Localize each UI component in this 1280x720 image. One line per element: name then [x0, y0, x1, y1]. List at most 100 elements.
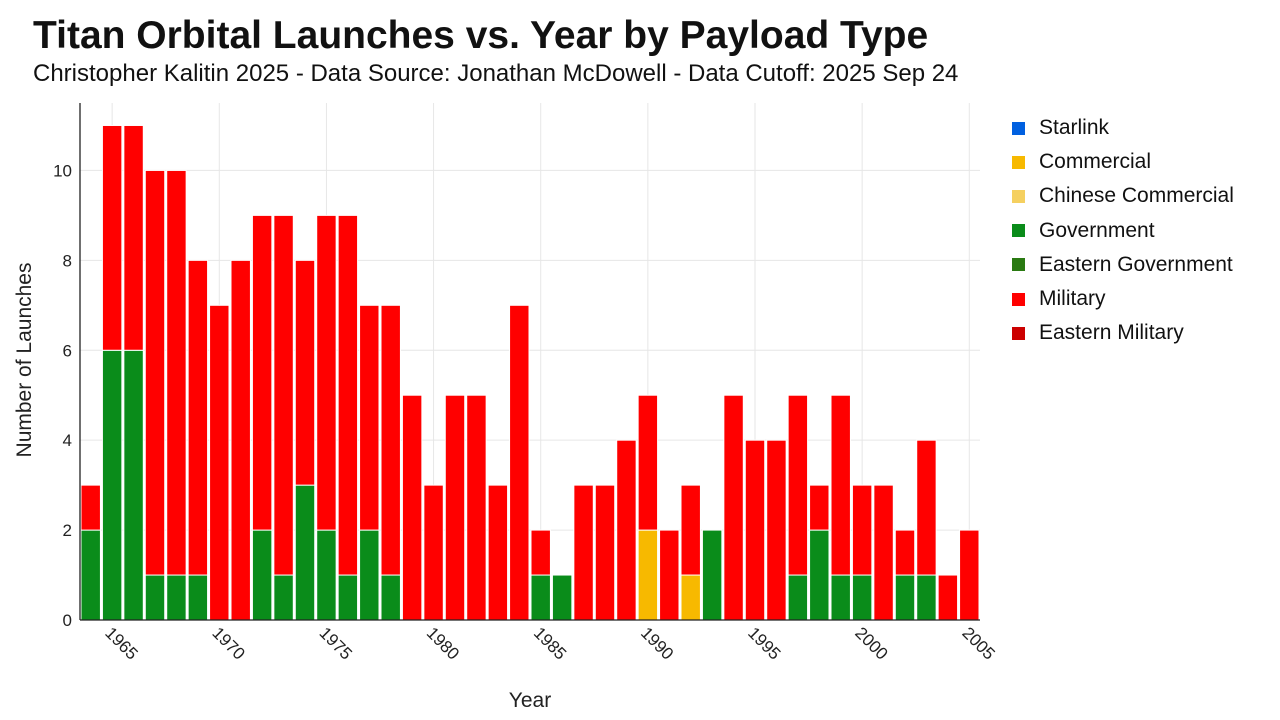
legend-swatch [1012, 189, 1025, 203]
y-tick-label: 0 [63, 611, 72, 630]
legend-item[interactable]: Commercial [1012, 145, 1234, 179]
bar-segment [294, 484, 316, 621]
bar-segment [123, 349, 144, 621]
bar-segment [166, 169, 187, 576]
bar-segment [830, 394, 851, 576]
legend-label: Eastern Military [1039, 321, 1184, 345]
legend-item[interactable]: Government [1012, 214, 1234, 248]
x-tick-label: 1985 [530, 623, 570, 663]
bar-segment [380, 304, 401, 576]
legend-item[interactable]: Eastern Military [1012, 316, 1234, 350]
bar-segment [594, 484, 616, 621]
bar-segment [230, 259, 251, 621]
bar-segment [337, 574, 359, 621]
bar-segment [830, 574, 851, 621]
x-tick-label: 2005 [958, 623, 998, 663]
x-tick-label: 1965 [101, 623, 141, 663]
bar-segment [487, 484, 509, 621]
bar-segment [316, 214, 337, 531]
bar-segment [551, 574, 573, 621]
bar-segment [894, 574, 916, 621]
bar-segment [916, 439, 937, 576]
bar-segment [273, 214, 294, 576]
legend-label: Military [1039, 287, 1106, 311]
bar-segment [937, 574, 959, 621]
bar-segment [316, 529, 337, 621]
y-tick-label: 2 [63, 521, 72, 540]
bar-segment [251, 529, 273, 621]
bar-segment [530, 574, 551, 621]
bar-segment [680, 484, 701, 576]
bar-segment [423, 484, 444, 621]
bar-segment [101, 349, 123, 621]
chart-subtitle: Christopher Kalitin 2025 - Data Source: … [33, 60, 959, 87]
x-tick-label: 1990 [637, 623, 677, 663]
bar-segment [723, 394, 744, 621]
y-tick-label: 4 [63, 431, 72, 450]
bar-segment [144, 574, 166, 621]
bar-segment [187, 574, 209, 621]
y-tick-label: 6 [63, 341, 72, 360]
bar-segment [916, 574, 937, 621]
legend-label: Chinese Commercial [1039, 184, 1234, 208]
chart-title: Titan Orbital Launches vs. Year by Paylo… [33, 14, 929, 57]
legend-swatch [1012, 155, 1025, 169]
bar-segment [701, 529, 723, 621]
bar-segment [766, 439, 787, 621]
legend-item[interactable]: Starlink [1012, 111, 1234, 145]
legend-label: Government [1039, 218, 1155, 242]
bar-segment [659, 529, 680, 621]
bars [80, 124, 980, 621]
bar-segment [187, 259, 209, 576]
bar-segment [787, 394, 809, 576]
legend-label: Starlink [1039, 116, 1110, 140]
legend-label: Commercial [1039, 150, 1152, 174]
legend-label: Eastern Government [1039, 252, 1233, 276]
x-axis-label: Year [509, 689, 551, 712]
bar-segment [894, 529, 916, 576]
bar-segment [851, 484, 873, 576]
bar-segment [637, 529, 659, 621]
bar-segment [251, 214, 273, 531]
bar-segment [401, 394, 423, 621]
bar-segment [80, 484, 101, 531]
bar-segment [123, 124, 144, 351]
bar-segment [787, 574, 809, 621]
bar-segment [359, 304, 380, 531]
y-tick-label: 8 [63, 251, 72, 270]
legend-item[interactable]: Chinese Commercial [1012, 179, 1234, 213]
legend-item[interactable]: Eastern Government [1012, 248, 1234, 282]
bar-segment [851, 574, 873, 621]
bar-segment [637, 394, 659, 531]
bar-segment [530, 529, 551, 576]
bar-segment [616, 439, 637, 621]
bar-segment [809, 529, 830, 621]
bar-segment [744, 439, 766, 621]
x-tick-label: 1970 [208, 623, 248, 663]
bar-segment [359, 529, 380, 621]
y-tick-label: 10 [53, 161, 72, 180]
legend-swatch [1012, 224, 1025, 238]
bar-segment [209, 304, 230, 621]
bar-segment [959, 529, 980, 621]
x-tick-label: 1980 [423, 623, 463, 663]
bar-segment [80, 529, 101, 621]
y-axis-label: Number of Launches [13, 263, 36, 458]
bar-segment [101, 124, 123, 351]
bar-segment [873, 484, 894, 621]
x-tick-label: 2000 [851, 623, 891, 663]
bar-segment [380, 574, 401, 621]
bar-segment [809, 484, 830, 531]
bar-segment [509, 304, 530, 621]
x-tick-label: 1995 [744, 623, 784, 663]
legend-swatch [1012, 258, 1025, 272]
x-tick-label: 1975 [316, 623, 356, 663]
legend-item[interactable]: Military [1012, 282, 1234, 316]
bar-segment [680, 574, 701, 621]
bar-segment [573, 484, 594, 621]
bar-segment [144, 169, 166, 576]
bar-segment [337, 214, 359, 576]
bar-segment [166, 574, 187, 621]
bar-segment [444, 394, 466, 621]
